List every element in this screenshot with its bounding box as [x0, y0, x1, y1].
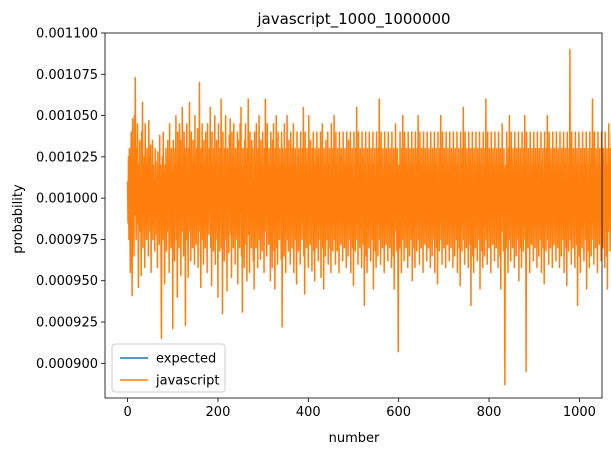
y-tick-label: 0.001075	[36, 68, 98, 83]
y-tick-label: 0.000975	[36, 233, 98, 248]
x-tick-label: 600	[386, 405, 411, 420]
x-tick-label: 400	[296, 405, 321, 420]
legend-label-expected: expected	[156, 352, 216, 367]
series-line-javascript	[126, 48, 611, 386]
y-tick-label: 0.001100	[36, 27, 98, 42]
y-axis-label: probability	[11, 184, 26, 254]
x-tick-label: 200	[206, 405, 231, 420]
y-tick-label: 0.000925	[36, 316, 98, 331]
x-tick-label: 800	[477, 405, 502, 420]
x-tick-label: 1000	[563, 405, 596, 420]
y-tick-label: 0.000950	[36, 274, 98, 289]
chart-title: javascript_1000_1000000	[256, 10, 450, 29]
y-axis: 0.000900 0.000925 0.000950 0.000975 0.001000…	[36, 27, 105, 372]
legend: expected javascript	[111, 343, 226, 393]
plot-area	[104, 32, 611, 399]
legend-label-javascript: javascript	[155, 374, 219, 389]
y-tick-label: 0.001050	[36, 109, 98, 124]
x-tick-label: 0	[123, 405, 131, 420]
axes-frame	[104, 32, 603, 399]
y-tick-label: 0.000900	[36, 357, 98, 372]
y-tick-label: 0.001000	[36, 192, 98, 207]
x-axis: 0 200 400 600 800 1000	[123, 398, 596, 420]
x-axis-label: number	[329, 431, 380, 446]
y-tick-label: 0.001025	[36, 150, 98, 165]
